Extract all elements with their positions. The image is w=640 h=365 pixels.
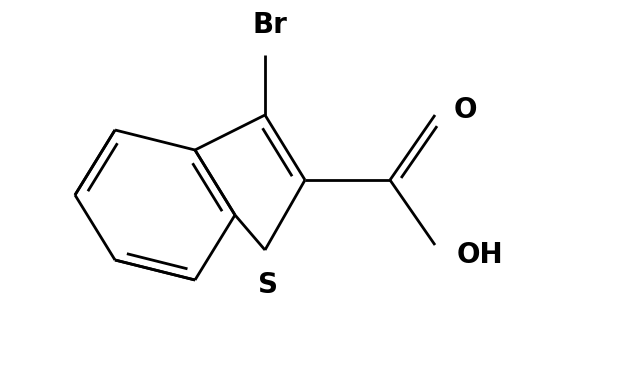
Text: OH: OH: [457, 241, 503, 269]
Text: O: O: [453, 96, 477, 124]
Text: Br: Br: [253, 11, 287, 39]
Text: S: S: [258, 271, 278, 299]
